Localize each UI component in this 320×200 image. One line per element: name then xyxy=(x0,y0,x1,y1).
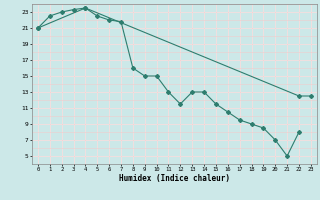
X-axis label: Humidex (Indice chaleur): Humidex (Indice chaleur) xyxy=(119,174,230,183)
